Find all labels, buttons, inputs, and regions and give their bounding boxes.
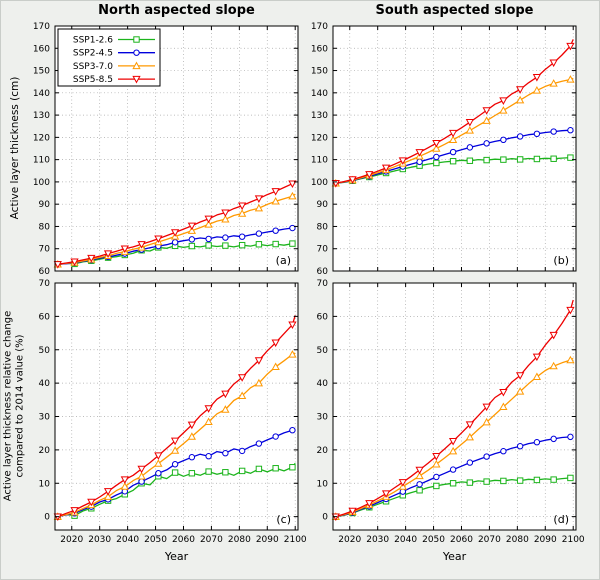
svg-text:30: 30: [39, 413, 51, 423]
svg-text:SSP1-2.6: SSP1-2.6: [73, 36, 113, 46]
svg-text:130: 130: [33, 111, 50, 121]
svg-text:2050: 2050: [144, 535, 167, 545]
svg-text:20: 20: [317, 446, 329, 456]
svg-text:2040: 2040: [116, 535, 139, 545]
svg-text:110: 110: [33, 156, 50, 166]
svg-text:140: 140: [311, 89, 328, 99]
svg-text:30: 30: [317, 413, 329, 423]
panel-c: 2020 2030 2040 2050 2060 2070 2080 2090 21000102…: [39, 279, 307, 545]
svg-text:2040: 2040: [394, 535, 417, 545]
svg-text:60: 60: [317, 267, 329, 277]
svg-text:(d): (d): [553, 513, 569, 526]
svg-text:110: 110: [311, 156, 328, 166]
svg-text:60: 60: [317, 312, 329, 322]
svg-text:SSP2-4.5: SSP2-4.5: [73, 49, 113, 59]
svg-text:60: 60: [39, 312, 51, 322]
svg-text:2090: 2090: [534, 535, 557, 545]
svg-text:120: 120: [33, 133, 50, 143]
svg-text:2100: 2100: [562, 535, 585, 545]
svg-text:2070: 2070: [200, 535, 223, 545]
svg-text:100: 100: [33, 178, 50, 188]
svg-text:80: 80: [39, 222, 51, 232]
svg-text:140: 140: [33, 89, 50, 99]
svg-text:0: 0: [322, 513, 328, 523]
svg-text:2100: 2100: [284, 535, 307, 545]
svg-text:2060: 2060: [172, 535, 195, 545]
svg-text:80: 80: [317, 222, 329, 232]
svg-text:70: 70: [39, 279, 51, 289]
svg-text:170: 170: [311, 22, 328, 32]
svg-text:(c): (c): [276, 513, 291, 526]
svg-text:70: 70: [317, 245, 329, 255]
legend: SSP1-2.6 SSP2-4.5 SSP3-7.0 SSP5-8.5: [57, 28, 161, 87]
svg-text:(b): (b): [553, 254, 569, 267]
svg-text:120: 120: [311, 133, 328, 143]
svg-text:40: 40: [39, 379, 51, 389]
svg-text:170: 170: [33, 22, 50, 32]
svg-text:20: 20: [39, 446, 51, 456]
svg-text:160: 160: [311, 44, 328, 54]
svg-text:160: 160: [33, 44, 50, 54]
svg-text:150: 150: [311, 67, 328, 77]
svg-text:90: 90: [317, 200, 329, 210]
x-axis-label-year-left: Year: [164, 550, 189, 563]
svg-text:40: 40: [317, 379, 329, 389]
panel-a: 60 70 80 90 100 110 120 130 140 150 160 170 (a): [33, 22, 299, 277]
svg-text:2050: 2050: [422, 535, 445, 545]
svg-text:100: 100: [311, 178, 328, 188]
panel-b: 60 70 80 90 100 110 120 130 140 150 160 170 (b): [311, 22, 577, 277]
svg-text:SSP3-7.0: SSP3-7.0: [73, 62, 113, 72]
y-axis-label-relative-change-line1: Active layer thickness relative change: [2, 310, 14, 502]
svg-text:90: 90: [39, 200, 51, 210]
svg-text:2060: 2060: [450, 535, 473, 545]
title-north-aspected-slope: North aspected slope: [98, 3, 255, 18]
y-axis-label-relative-change-line2: compared to 2014 value (%): [14, 334, 25, 478]
y-axis-label-thickness: Active layer thickness (cm): [8, 76, 21, 220]
svg-text:50: 50: [39, 346, 51, 356]
svg-text:2070: 2070: [478, 535, 501, 545]
x-axis-label-year-right: Year: [442, 550, 467, 563]
y-axis-label-relative-change: Active layer thickness relative change c…: [3, 311, 26, 502]
svg-text:70: 70: [39, 245, 51, 255]
svg-text:60: 60: [39, 267, 51, 277]
svg-text:150: 150: [33, 67, 50, 77]
svg-text:(a): (a): [276, 254, 291, 267]
svg-text:2080: 2080: [506, 535, 529, 545]
svg-text:0: 0: [44, 513, 50, 523]
svg-text:70: 70: [317, 279, 329, 289]
title-south-aspected-slope: South aspected slope: [375, 3, 534, 18]
svg-text:SSP5-8.5: SSP5-8.5: [73, 75, 113, 85]
svg-text:2020: 2020: [60, 535, 83, 545]
svg-text:10: 10: [317, 479, 329, 489]
svg-text:10: 10: [39, 479, 51, 489]
svg-text:2020: 2020: [338, 535, 361, 545]
svg-text:50: 50: [317, 346, 329, 356]
panel-d: 2020 2030 2040 2050 2060 2070 2080 2090 21000102…: [317, 279, 585, 545]
svg-text:2080: 2080: [228, 535, 251, 545]
svg-text:2090: 2090: [256, 535, 279, 545]
svg-text:2030: 2030: [88, 535, 111, 545]
svg-text:2030: 2030: [366, 535, 389, 545]
svg-text:130: 130: [311, 111, 328, 121]
